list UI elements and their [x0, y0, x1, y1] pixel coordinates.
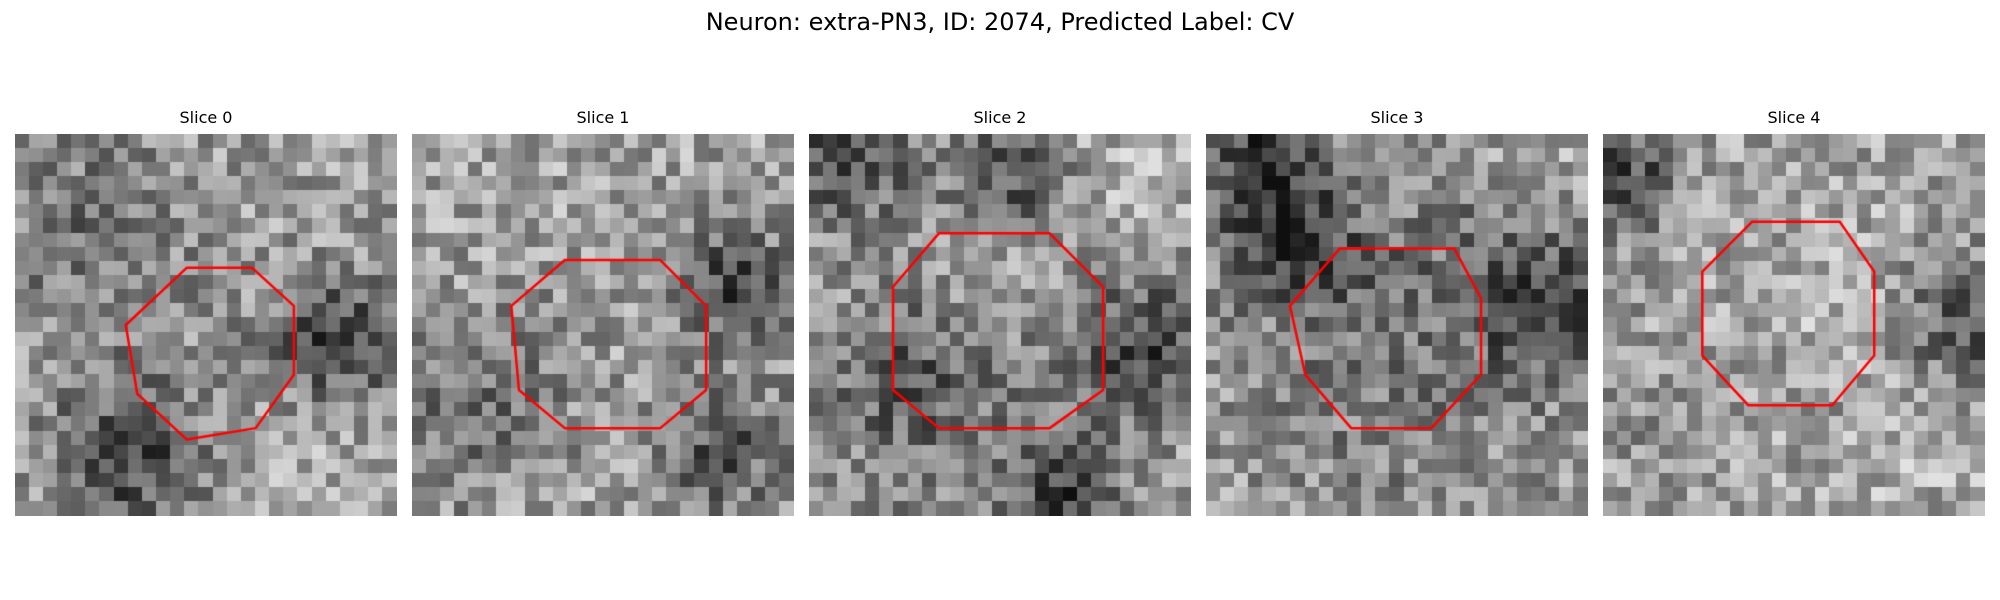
slice-panel-1: Slice 1: [412, 0, 794, 600]
slice-title: Slice 1: [576, 108, 630, 127]
slice-panel-2: Slice 2: [809, 0, 1191, 600]
slice-title: Slice 3: [1370, 108, 1424, 127]
slice-image: [412, 134, 794, 516]
slice-panel-3: Slice 3: [1206, 0, 1588, 600]
slice-image: [1603, 134, 1985, 516]
slice-image: [809, 134, 1191, 516]
slice-title: Slice 0: [179, 108, 233, 127]
slice-panel-0: Slice 0: [15, 0, 397, 600]
slice-title: Slice 4: [1767, 108, 1821, 127]
figure-title: Neuron: extra-PN3, ID: 2074, Predicted L…: [705, 8, 1295, 36]
slice-image: [1206, 134, 1588, 516]
slice-title: Slice 2: [973, 108, 1027, 127]
slice-image: [15, 134, 397, 516]
slice-panel-4: Slice 4: [1603, 0, 1985, 600]
